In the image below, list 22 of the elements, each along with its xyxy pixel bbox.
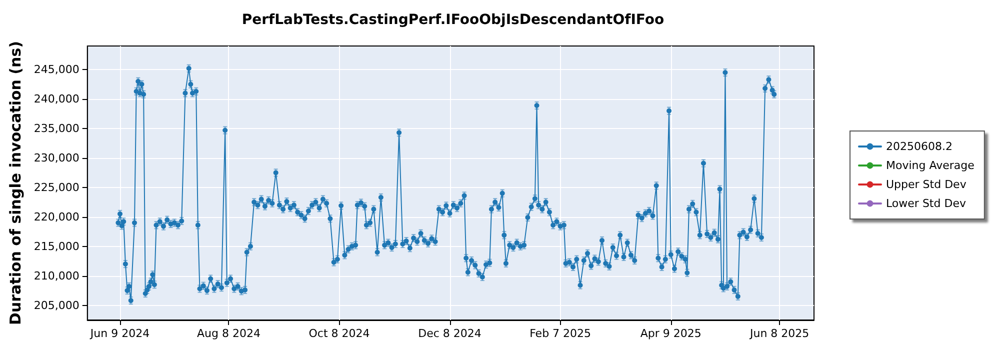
y-tick-label: 205,000 bbox=[34, 298, 80, 312]
legend-label: Upper Std Dev bbox=[886, 178, 967, 191]
y-tick-label: 235,000 bbox=[34, 122, 80, 135]
y-axis-title: Duration of single invocation (ns) bbox=[6, 41, 24, 325]
legend-label: Moving Average bbox=[886, 159, 975, 172]
y-tick-label: 245,000 bbox=[34, 63, 80, 76]
y-tick-label: 230,000 bbox=[34, 151, 80, 164]
x-tick-label: Jun 8 2025 bbox=[748, 327, 810, 340]
x-tick-label: Aug 8 2024 bbox=[196, 327, 260, 340]
y-tick-label: 240,000 bbox=[34, 92, 80, 106]
x-tick-label: Jun 9 2024 bbox=[89, 327, 150, 340]
x-tick-label: Dec 8 2024 bbox=[418, 327, 482, 340]
x-tick-label: Apr 9 2025 bbox=[640, 327, 702, 340]
x-tick-label: Feb 7 2025 bbox=[530, 327, 592, 340]
y-tick-label: 220,000 bbox=[34, 210, 80, 224]
legend-label: 20250608.2 bbox=[886, 140, 952, 153]
y-tick-label: 215,000 bbox=[34, 240, 80, 253]
y-tick-label: 210,000 bbox=[34, 269, 80, 282]
legend-label: Lower Std Dev bbox=[886, 197, 966, 210]
y-tick-label: 225,000 bbox=[34, 180, 80, 194]
chart-title: PerfLabTests.CastingPerf.IFooObjIsDescendantOfIFoo bbox=[242, 12, 665, 28]
x-tick-label: Oct 8 2024 bbox=[308, 327, 370, 340]
